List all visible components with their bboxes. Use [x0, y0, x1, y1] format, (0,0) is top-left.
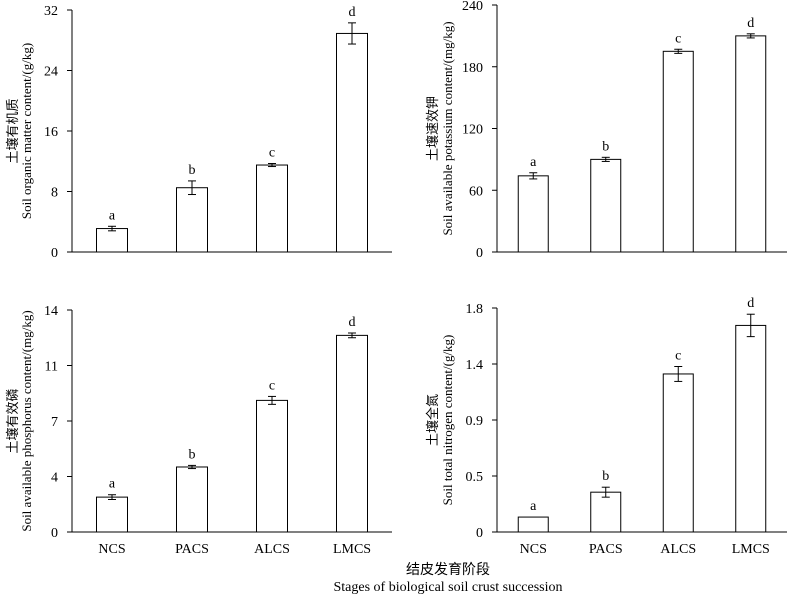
y-tick-label: 0.9	[466, 414, 484, 429]
bar-ncs	[517, 175, 549, 253]
significance-letter: d	[747, 296, 754, 311]
y-tick-label: 0	[51, 526, 58, 541]
y-axis-label-zh: 土壤全氮	[425, 394, 441, 446]
significance-letter: b	[602, 139, 609, 154]
y-axis-label-zh: 土壤有效磷	[5, 388, 21, 453]
x-tick-label: PACS	[175, 542, 209, 557]
y-axis-label: Soil total nitrogen content/(g/kg)	[440, 335, 455, 506]
y-axis-label: Soil organic matter content/(g/kg)	[19, 43, 34, 219]
significance-letter: a	[530, 155, 537, 170]
x-tick-label: ALCS	[254, 542, 290, 557]
x-tick-label: LMCS	[333, 542, 371, 557]
y-tick-label: 7	[51, 415, 58, 430]
bar-pacs	[176, 187, 208, 253]
x-tick-label: PACS	[589, 542, 623, 557]
y-tick-label: 240	[462, 0, 483, 14]
bar-alcs	[662, 50, 694, 253]
bar-alcs	[256, 399, 288, 533]
significance-letter: d	[349, 5, 356, 20]
significance-letter: c	[269, 146, 275, 161]
bar-ncs	[96, 228, 128, 253]
significance-letter: d	[349, 315, 356, 330]
bar-lmcs	[735, 35, 767, 253]
x-tick-label: ALCS	[660, 542, 696, 557]
significance-letter: c	[675, 348, 681, 363]
bar-lmcs	[336, 334, 368, 533]
y-tick-label: 1.8	[466, 302, 484, 317]
y-tick-label: 1.4	[466, 358, 484, 373]
significance-letter: a	[530, 499, 537, 514]
significance-letter: a	[109, 208, 116, 223]
bar-ncs	[517, 516, 549, 533]
y-tick-label: 4	[51, 471, 58, 486]
significance-letter: d	[747, 16, 754, 31]
y-axis-label: Soil available potassium content/(mg/kg)	[440, 21, 455, 235]
significance-letter: c	[269, 378, 275, 393]
y-tick-label: 32	[44, 4, 58, 19]
bar-ncs	[96, 496, 128, 533]
bar-pacs	[176, 466, 208, 533]
x-axis-label-zh: 结皮发育阶段	[406, 562, 490, 578]
y-axis-label-zh: 土壤速效钾	[425, 96, 441, 161]
y-tick-label: 0	[51, 246, 58, 261]
panel-soil-available-phosphorus: 土壤有效磷 Soil available phosphorus content/…	[5, 304, 392, 557]
bar-lmcs	[336, 32, 368, 253]
significance-letter: a	[109, 477, 116, 492]
x-tick-label: LMCS	[732, 542, 770, 557]
y-tick-label: 180	[462, 61, 483, 76]
y-tick-label: 0	[476, 246, 483, 261]
y-tick-label: 60	[469, 184, 483, 199]
significance-letter: b	[189, 447, 196, 462]
bar-alcs	[256, 164, 288, 253]
y-axis-label-zh: 土壤有机质	[5, 98, 21, 163]
bar-lmcs	[735, 324, 767, 533]
panel-soil-available-potassium: 土壤速效钾 Soil available potassium content/(…	[425, 0, 787, 261]
significance-letter: c	[675, 31, 681, 46]
y-tick-label: 8	[51, 186, 58, 201]
panel-soil-organic-matter: 土壤有机质 Soil organic matter content/(g/kg)…	[5, 4, 392, 261]
y-tick-label: 14	[44, 304, 58, 319]
y-axis-label: Soil available phosphorus content/(mg/kg…	[19, 310, 34, 531]
y-tick-label: 0	[476, 526, 483, 541]
y-tick-label: 0.5	[466, 470, 484, 485]
y-tick-label: 16	[44, 125, 58, 140]
y-tick-label: 11	[45, 360, 58, 375]
bar-pacs	[590, 158, 622, 253]
significance-letter: b	[602, 469, 609, 484]
x-tick-label: NCS	[520, 542, 547, 557]
x-tick-label: NCS	[98, 542, 125, 557]
panel-soil-total-nitrogen: 土壤全氮 Soil total nitrogen content/(g/kg) …	[425, 296, 787, 557]
bar-alcs	[662, 373, 694, 533]
significance-letter: b	[189, 163, 196, 178]
y-tick-label: 120	[462, 123, 483, 138]
bar-pacs	[590, 491, 622, 533]
x-axis-label: Stages of biological soil crust successi…	[333, 580, 562, 595]
y-tick-label: 24	[44, 65, 58, 80]
